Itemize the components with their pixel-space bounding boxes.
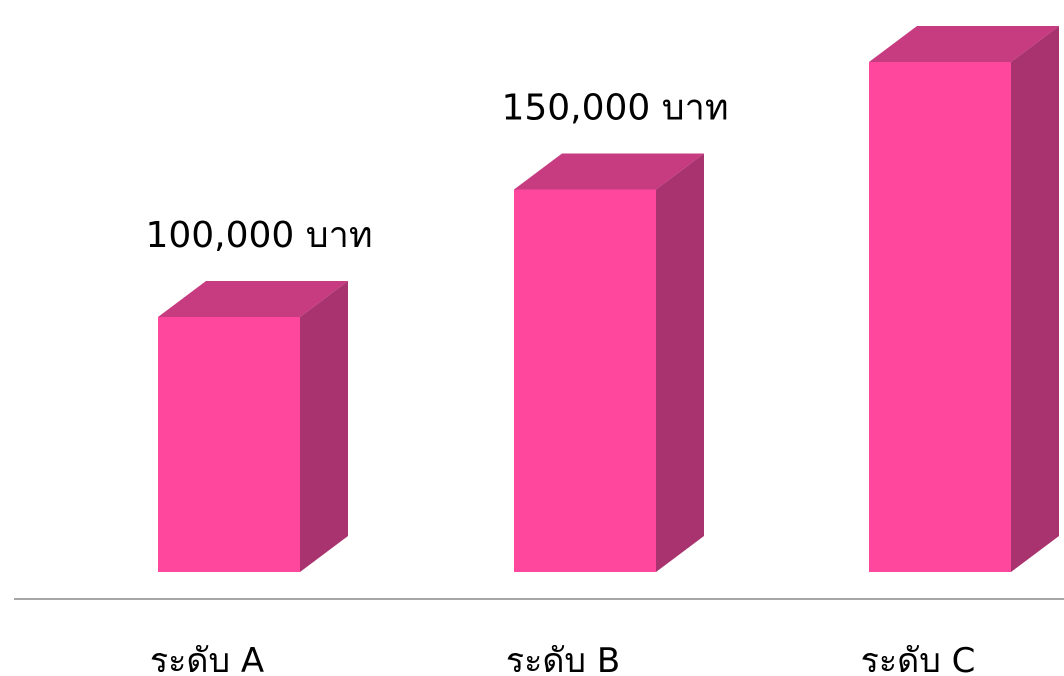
category-label-1: ระดับ A <box>150 641 264 676</box>
bar-front-face <box>158 317 300 572</box>
category-label-2: ระดับ B <box>506 641 620 676</box>
bar-top-face <box>514 153 704 190</box>
bar-2 <box>514 153 704 572</box>
bar-1 <box>158 281 348 572</box>
bar-side-face <box>656 153 704 572</box>
data-label-1: 100,000 บาท <box>145 215 372 256</box>
bar-front-face <box>514 189 656 572</box>
bars <box>158 26 1059 572</box>
bar-side-face <box>1011 26 1059 572</box>
data-label-2: 150,000 บาท <box>501 88 728 129</box>
bar-top-face <box>158 281 348 317</box>
bar-3 <box>869 26 1059 572</box>
data-label-3: 200,000 บาท <box>833 0 1060 1</box>
bar-top-face <box>869 26 1059 62</box>
bar-side-face <box>300 281 348 572</box>
bar-front-face <box>869 62 1011 572</box>
category-label-3: ระดับ C <box>861 641 976 676</box>
